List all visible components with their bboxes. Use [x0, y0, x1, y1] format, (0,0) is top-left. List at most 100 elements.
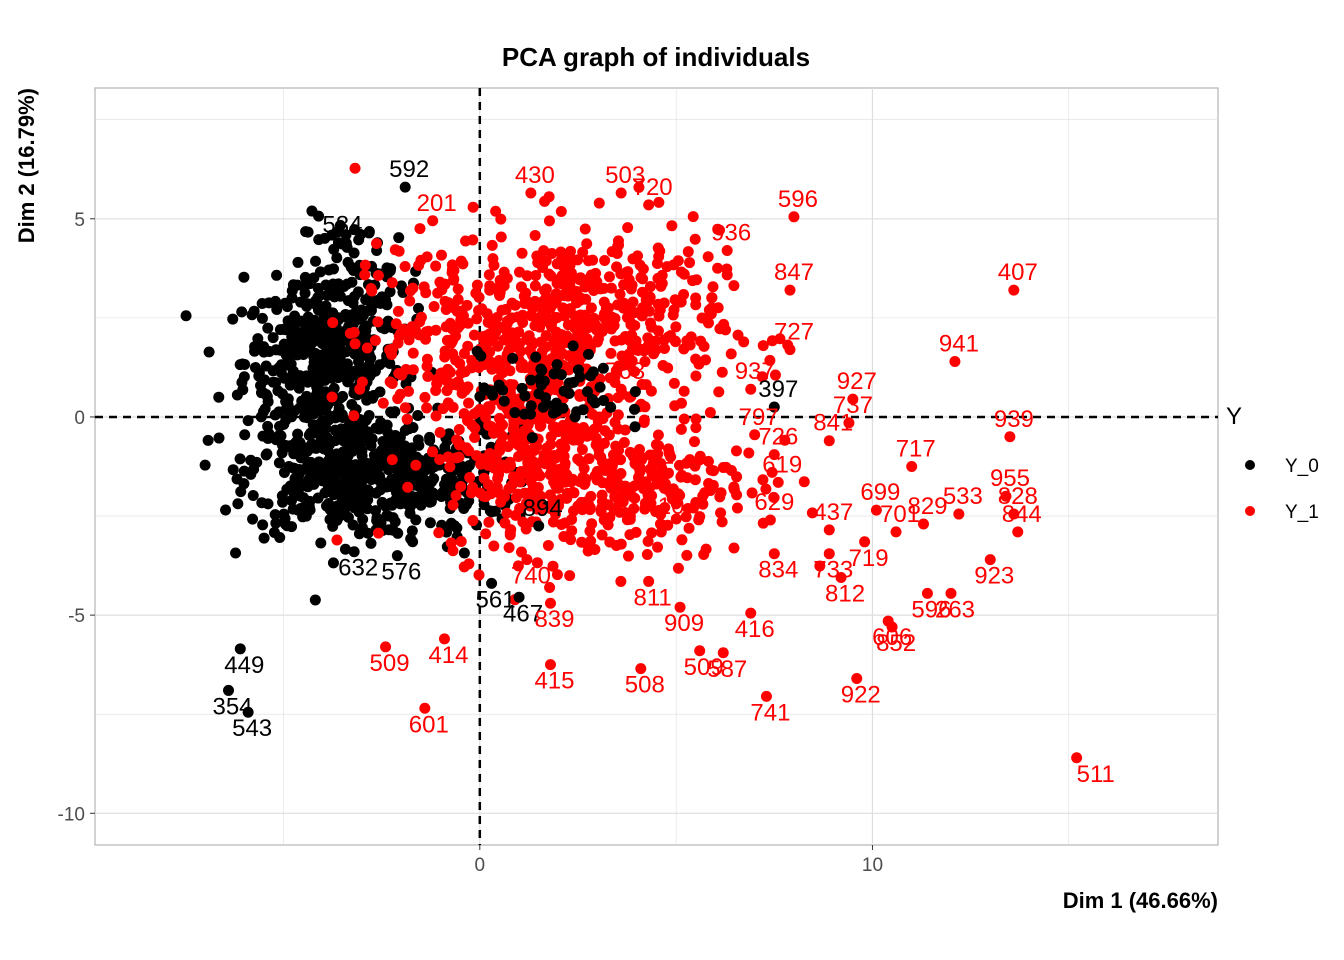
- cloud-point: [693, 454, 705, 466]
- cloud-point: [471, 450, 483, 462]
- cloud-point: [615, 468, 627, 480]
- cloud-point: [629, 386, 641, 398]
- cloud-point: [605, 347, 617, 359]
- cloud-point: [538, 245, 550, 257]
- cloud-point: [450, 452, 462, 464]
- cloud-point: [345, 496, 357, 508]
- cloud-point: [353, 234, 365, 246]
- cloud-point: [271, 304, 283, 316]
- cloud-point: [339, 477, 351, 489]
- cloud-point: [463, 397, 475, 409]
- cloud-point: [351, 473, 363, 485]
- cloud-point: [652, 242, 664, 254]
- cloud-point: [574, 327, 586, 339]
- cloud-point: [533, 299, 545, 311]
- cloud-point: [502, 441, 514, 453]
- cloud-point: [651, 257, 663, 269]
- cloud-point: [672, 255, 684, 267]
- cloud-point: [237, 384, 249, 396]
- cloud-point: [494, 441, 506, 453]
- cloud-point: [335, 337, 347, 349]
- cloud-point: [473, 569, 485, 581]
- cloud-point: [446, 259, 458, 271]
- cloud-point: [728, 482, 740, 494]
- cloud-point: [180, 310, 192, 322]
- cloud-point: [505, 460, 517, 472]
- point-label: 717: [896, 436, 936, 463]
- point-label: 511: [1077, 761, 1115, 788]
- cloud-point: [531, 557, 543, 569]
- cloud-point: [292, 256, 304, 268]
- cloud-point: [577, 246, 589, 258]
- cloud-point: [326, 391, 338, 403]
- cloud-point: [419, 391, 431, 403]
- cloud-point: [328, 489, 340, 501]
- point-label: 543: [232, 715, 272, 742]
- point-label: 740: [511, 563, 551, 590]
- cloud-point: [452, 293, 464, 305]
- point-label: 733: [813, 557, 853, 584]
- cloud-point: [352, 286, 364, 298]
- point-label: 839: [534, 606, 574, 633]
- cloud-point: [386, 499, 398, 511]
- data-point: [784, 344, 796, 356]
- cloud-point: [427, 446, 439, 458]
- cloud-point: [384, 286, 396, 298]
- cloud-point: [327, 317, 339, 329]
- cloud-point: [526, 432, 538, 444]
- cloud-point: [704, 407, 716, 419]
- cloud-point: [551, 405, 563, 417]
- cloud-point: [451, 434, 463, 446]
- cloud-point: [705, 464, 717, 476]
- point-label: 584: [322, 212, 362, 239]
- cloud-point: [634, 343, 646, 355]
- cloud-point: [511, 428, 523, 440]
- cloud-point: [537, 504, 549, 516]
- cloud-point: [690, 413, 702, 425]
- cloud-point: [399, 261, 411, 273]
- cloud-point: [629, 492, 641, 504]
- cloud-point: [492, 472, 504, 484]
- cloud-point: [293, 463, 305, 475]
- point-label: 828: [998, 483, 1038, 510]
- cloud-point: [501, 507, 513, 519]
- cloud-point: [310, 255, 322, 267]
- cloud-point: [760, 483, 772, 495]
- cloud-point: [559, 460, 571, 472]
- data-point: [717, 647, 729, 659]
- cloud-point: [463, 558, 475, 570]
- legend-key-y1: [1245, 506, 1255, 516]
- cloud-point: [384, 344, 396, 356]
- cloud-point: [415, 254, 427, 266]
- cloud-point: [432, 287, 444, 299]
- cloud-point: [702, 455, 714, 467]
- cloud-point: [459, 366, 471, 378]
- cloud-point: [555, 369, 567, 381]
- cloud-point: [286, 292, 298, 304]
- cloud-point: [490, 453, 502, 465]
- cloud-point: [527, 491, 539, 503]
- cloud-point: [624, 529, 636, 541]
- cloud-point: [540, 341, 552, 353]
- cloud-point: [471, 313, 483, 325]
- cloud-point: [498, 266, 510, 278]
- cloud-point: [606, 473, 618, 485]
- cloud-point: [642, 535, 654, 547]
- point-label: 437: [813, 499, 853, 526]
- point-label: 596: [778, 186, 818, 213]
- point-label: 508: [625, 672, 665, 699]
- cloud-point: [340, 359, 352, 371]
- cloud-point: [449, 302, 461, 314]
- cloud-point: [681, 549, 693, 561]
- cloud-point: [678, 385, 690, 397]
- cloud-point: [356, 445, 368, 457]
- cloud-point: [587, 408, 599, 420]
- cloud-point: [601, 320, 613, 332]
- cloud-point: [658, 343, 670, 355]
- cloud-point: [684, 257, 696, 269]
- data-point: [745, 383, 757, 395]
- data-point: [768, 401, 780, 413]
- cloud-point: [510, 491, 522, 503]
- cloud-point: [730, 445, 742, 457]
- cloud-point: [455, 255, 467, 267]
